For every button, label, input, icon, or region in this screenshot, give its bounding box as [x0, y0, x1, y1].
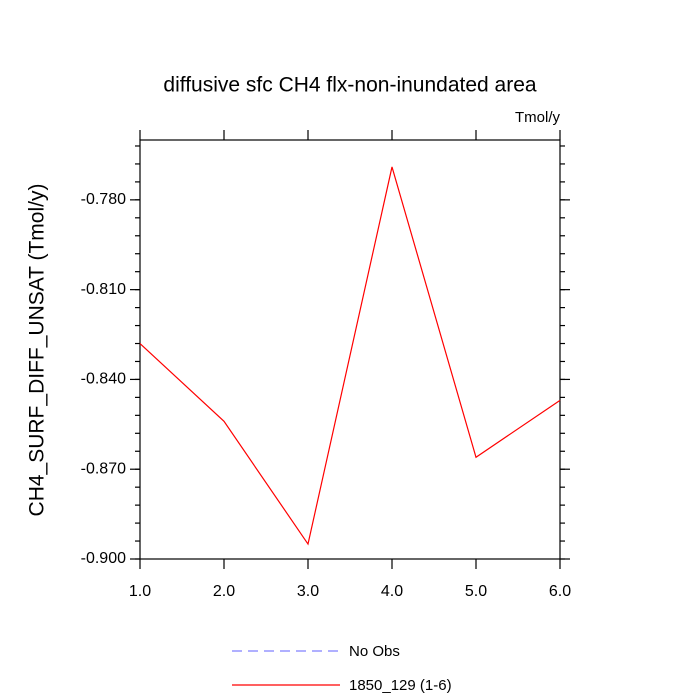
plot-frame — [139, 139, 561, 560]
data-line — [139, 166, 561, 546]
y-axis-label: CH4_SURF_DIFF_UNSAT (Tmol/y) — [26, 184, 49, 517]
x-tick-label: 2.0 — [213, 583, 235, 600]
x-tick-label: 5.0 — [465, 583, 487, 600]
legend-label: 1850_129 (1-6) — [349, 677, 452, 694]
y-tick-label: -0.840 — [81, 371, 126, 388]
y-tick-label: -0.780 — [81, 191, 126, 208]
x-tick-label: 3.0 — [297, 583, 319, 600]
y-tick-label: -0.900 — [81, 550, 126, 567]
x-tick-label: 4.0 — [381, 583, 403, 600]
y-tick-label: -0.870 — [81, 460, 126, 477]
x-tick-label: 6.0 — [549, 583, 571, 600]
x-tick-label: 1.0 — [129, 583, 151, 600]
units-label: Tmol/y — [515, 109, 561, 126]
legend-label: No Obs — [349, 643, 400, 660]
chart-title: diffusive sfc CH4 flx-non-inundated area — [163, 74, 536, 97]
y-tick-label: -0.810 — [81, 281, 126, 298]
